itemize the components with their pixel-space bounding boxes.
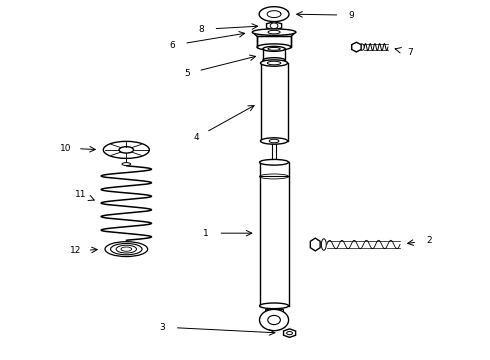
Text: 4: 4	[194, 133, 199, 142]
Ellipse shape	[105, 242, 147, 257]
Ellipse shape	[119, 147, 134, 153]
Ellipse shape	[260, 159, 289, 165]
Ellipse shape	[116, 245, 137, 253]
Ellipse shape	[287, 332, 293, 335]
Text: 9: 9	[349, 11, 354, 20]
Ellipse shape	[260, 174, 289, 179]
Polygon shape	[252, 32, 296, 36]
Polygon shape	[266, 309, 283, 318]
Polygon shape	[352, 42, 361, 52]
Ellipse shape	[252, 29, 296, 35]
Text: 7: 7	[407, 48, 413, 57]
Text: 11: 11	[74, 190, 86, 199]
Circle shape	[270, 23, 278, 29]
Polygon shape	[310, 238, 320, 251]
Circle shape	[260, 309, 289, 330]
Ellipse shape	[269, 139, 279, 143]
Ellipse shape	[263, 58, 285, 63]
Text: 3: 3	[160, 323, 166, 332]
Polygon shape	[284, 329, 295, 337]
Text: 5: 5	[184, 69, 190, 78]
Polygon shape	[267, 22, 282, 30]
Ellipse shape	[268, 30, 280, 34]
Text: 12: 12	[70, 246, 81, 255]
Ellipse shape	[261, 138, 288, 144]
Ellipse shape	[261, 60, 288, 66]
Ellipse shape	[268, 48, 280, 50]
Ellipse shape	[267, 61, 281, 65]
Text: 10: 10	[60, 144, 72, 153]
Ellipse shape	[121, 247, 132, 251]
Text: 2: 2	[426, 236, 432, 245]
Ellipse shape	[103, 141, 149, 158]
Text: 6: 6	[170, 41, 175, 50]
Ellipse shape	[260, 303, 289, 309]
Ellipse shape	[122, 163, 131, 166]
Ellipse shape	[321, 239, 326, 250]
Text: 8: 8	[198, 25, 204, 34]
FancyBboxPatch shape	[257, 36, 291, 47]
Ellipse shape	[263, 46, 285, 51]
Bar	[261, 63, 288, 141]
Bar	[260, 162, 289, 306]
Circle shape	[268, 315, 280, 325]
Ellipse shape	[257, 44, 291, 50]
Text: 1: 1	[203, 229, 209, 238]
Ellipse shape	[360, 44, 364, 50]
Ellipse shape	[111, 243, 142, 255]
